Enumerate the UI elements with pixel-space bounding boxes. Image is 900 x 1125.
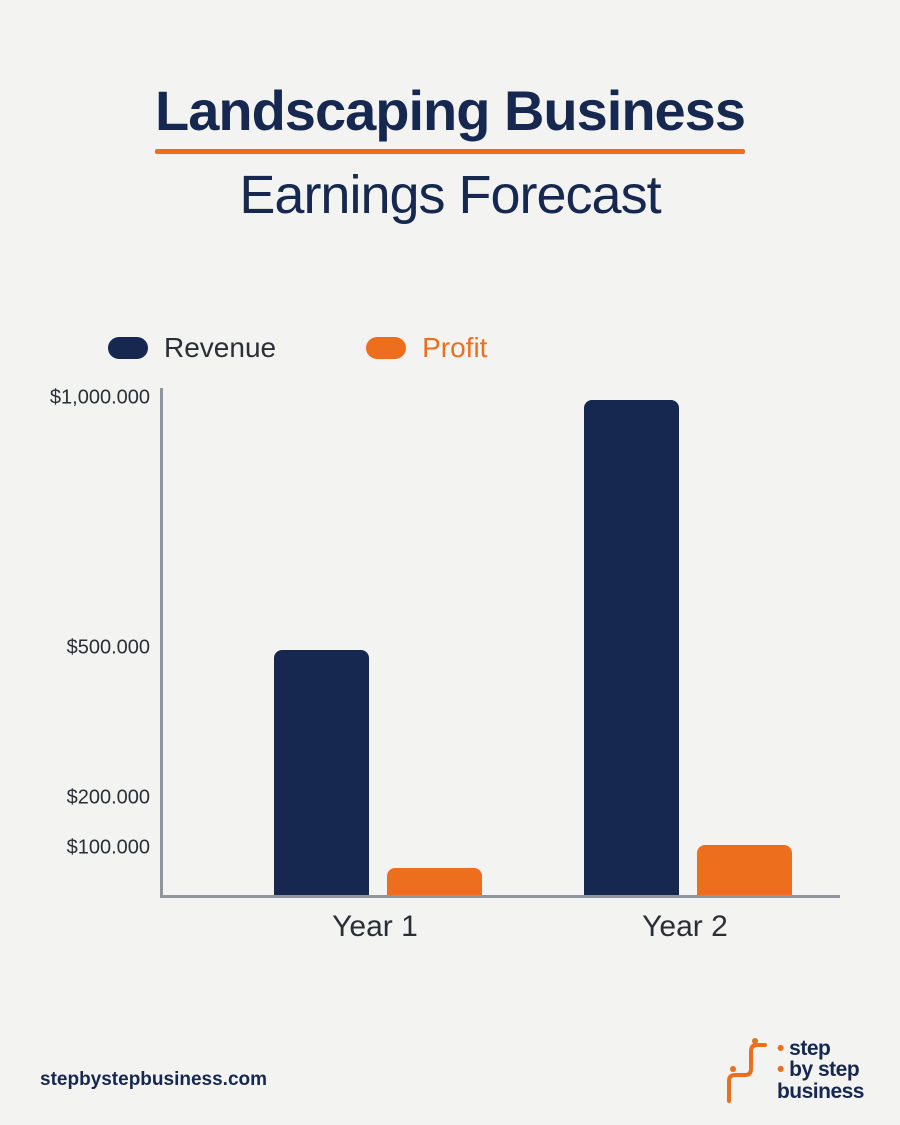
bar-profit-year1 — [387, 868, 482, 896]
legend-swatch-revenue — [108, 337, 148, 359]
bar-revenue-year2 — [584, 400, 679, 895]
footer-url: stepbystepbusiness.com — [40, 1069, 267, 1091]
logo-line-1: • step — [777, 1038, 864, 1059]
logo-word-step: step — [789, 1037, 830, 1060]
title-underline — [155, 149, 745, 154]
x-axis-label: Year 2 — [642, 910, 728, 944]
title-line-2: Earnings Forecast — [0, 164, 900, 226]
earnings-bar-chart: $100.000$200.000$500.000$1,000.000Year 1… — [40, 388, 860, 928]
logo-bullet-icon: • — [777, 1037, 789, 1060]
legend-label-revenue: Revenue — [164, 332, 276, 364]
bar-profit-year2 — [697, 845, 792, 895]
chart-heading: Landscaping Business Earnings Forecast — [0, 0, 900, 226]
y-axis-tick: $100.000 — [40, 837, 150, 860]
y-axis-tick: $500.000 — [40, 637, 150, 660]
logo-bullet-icon: • — [777, 1058, 789, 1081]
chart-plot-area — [160, 388, 840, 898]
legend-item-revenue: Revenue — [108, 332, 276, 364]
title-line-1: Landscaping Business — [155, 78, 745, 143]
bar-revenue-year1 — [274, 650, 369, 895]
legend-item-profit: Profit — [366, 332, 487, 364]
x-axis-label: Year 1 — [332, 910, 418, 944]
logo-line-3: business — [777, 1081, 864, 1102]
y-axis-tick: $200.000 — [40, 787, 150, 810]
legend-swatch-profit — [366, 337, 406, 359]
y-axis-tick: $1,000.000 — [40, 387, 150, 410]
logo-line-2: • by step — [777, 1059, 864, 1080]
logo-text: • step • by step business — [777, 1038, 864, 1102]
logo-steps-icon — [725, 1037, 769, 1103]
logo-word-bystep: by step — [789, 1058, 859, 1081]
legend-label-profit: Profit — [422, 332, 487, 364]
footer-logo: • step • by step business — [725, 1037, 864, 1103]
chart-legend: Revenue Profit — [108, 332, 487, 364]
